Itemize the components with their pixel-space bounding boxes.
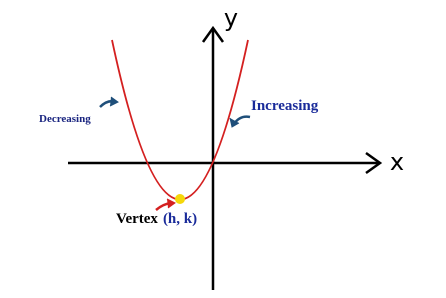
vertex-arrowhead bbox=[166, 198, 176, 209]
vertex-text: Vertex (h, k) bbox=[116, 211, 197, 227]
vertex-coords: (h, k) bbox=[163, 211, 197, 227]
decreasing-arrowhead bbox=[109, 96, 119, 107]
y-axis-label: y bbox=[224, 4, 238, 32]
vertex-label: Vertex bbox=[116, 211, 158, 227]
increasing-label: Increasing bbox=[251, 98, 319, 114]
decreasing-label: Decreasing bbox=[39, 113, 91, 125]
vertex-point bbox=[175, 194, 185, 204]
y-axis-arrow bbox=[201, 25, 225, 43]
x-axis-arrow bbox=[365, 151, 383, 175]
increasing-arrowhead bbox=[229, 117, 240, 128]
x-axis-label: x bbox=[390, 148, 404, 176]
